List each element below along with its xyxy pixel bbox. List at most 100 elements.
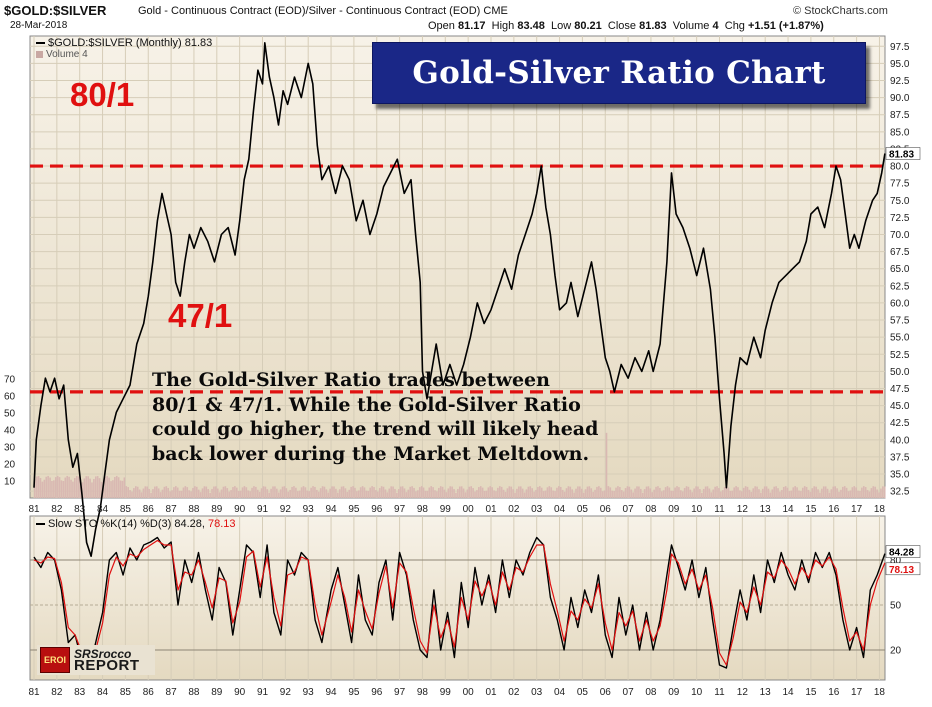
x-tick-label: 87 — [166, 687, 178, 698]
volume-bar — [811, 488, 814, 498]
x-tick-label: 98 — [417, 504, 429, 515]
volume-bar — [68, 476, 70, 498]
volume-bar — [670, 490, 673, 498]
volume-bar — [775, 486, 777, 498]
volume-bar — [283, 486, 286, 498]
y-tick-label: 77.5 — [890, 179, 910, 190]
volume-bar — [554, 491, 556, 498]
volume-bar — [378, 488, 381, 498]
volume-bar — [34, 479, 36, 498]
volume-bar — [296, 491, 299, 498]
volume-bar — [474, 491, 476, 498]
chart-symbol: $GOLD:$SILVER — [4, 3, 107, 18]
volume-bar — [489, 486, 492, 498]
volume-bar — [218, 492, 221, 498]
volume-bar — [93, 479, 95, 498]
volume-bar — [634, 488, 636, 498]
volume-bar — [758, 489, 760, 498]
volume-bar — [580, 488, 583, 498]
volume-bar — [37, 476, 40, 498]
volume-bar — [826, 488, 829, 498]
volume-tick-label: 30 — [4, 443, 16, 454]
volume-bar — [788, 491, 791, 498]
volume-bar — [693, 488, 695, 498]
volume-bar — [822, 486, 825, 498]
volume-bar — [533, 491, 535, 498]
volume-bar — [428, 487, 431, 498]
volume-bar — [647, 486, 650, 498]
sto-tick-label: 20 — [890, 646, 902, 657]
volume-bar — [47, 475, 49, 498]
volume-tick-label: 50 — [4, 409, 16, 420]
volume-bar — [409, 486, 412, 498]
volume-bar — [754, 486, 756, 498]
volume-bar — [348, 489, 351, 498]
volume-bar — [363, 487, 366, 498]
volume-bar — [91, 482, 93, 498]
volume-bar — [792, 487, 795, 498]
volume-bar — [401, 486, 404, 498]
x-tick-label: 93 — [303, 504, 315, 515]
volume-bar — [117, 477, 120, 498]
volume-bar — [403, 488, 406, 498]
volume-bar — [323, 486, 326, 498]
x-tick-label: 13 — [760, 504, 772, 515]
x-tick-label: 85 — [120, 687, 132, 698]
x-tick-label: 01 — [485, 687, 497, 698]
volume-bar — [638, 486, 640, 498]
volume-bar — [573, 492, 575, 498]
x-tick-label: 02 — [508, 504, 520, 515]
volume-bar — [375, 490, 377, 498]
x-tick-label: 97 — [394, 504, 406, 515]
volume-bar — [872, 486, 875, 498]
volume-bar — [262, 486, 265, 498]
volume-bar — [731, 490, 734, 498]
x-tick-label: 94 — [325, 504, 337, 515]
x-tick-label: 10 — [691, 504, 703, 515]
volume-bar — [882, 486, 884, 498]
volume-bar — [773, 486, 776, 498]
volume-bar — [676, 486, 678, 498]
y-tick-label: 55.0 — [890, 333, 910, 344]
x-tick-label: 07 — [623, 687, 635, 698]
volume-bar — [830, 489, 833, 498]
volume-bar — [756, 486, 758, 498]
x-tick-label: 05 — [577, 687, 589, 698]
y-tick-label: 87.5 — [890, 110, 910, 121]
x-tick-label: 15 — [805, 687, 817, 698]
volume-tick-label: 40 — [4, 426, 16, 437]
volume-bar — [58, 477, 61, 498]
x-tick-label: 86 — [143, 687, 155, 698]
volume-bar — [108, 477, 110, 498]
volume-bar — [207, 489, 210, 498]
volume-bar — [369, 487, 372, 498]
volume-bar — [125, 486, 128, 498]
volume-bar — [510, 486, 513, 498]
volume-bar — [94, 476, 97, 498]
volume-bar — [613, 491, 615, 498]
volume-bar — [479, 486, 482, 498]
volume-bar — [497, 487, 499, 498]
volume-bar — [43, 479, 46, 498]
volume-bar — [683, 487, 686, 498]
volume-bar — [439, 486, 442, 498]
x-tick-label: 82 — [51, 687, 63, 698]
volume-bar — [215, 486, 217, 498]
volume-bar — [781, 489, 783, 498]
volume-bar — [451, 486, 453, 498]
volume-bar — [114, 477, 116, 498]
volume-bar — [537, 486, 539, 498]
volume-bar — [293, 486, 295, 498]
volume-bar — [161, 489, 164, 498]
chart-source: © StockCharts.com — [793, 5, 888, 17]
volume-bar — [824, 486, 827, 498]
volume-bar — [491, 487, 493, 498]
volume-bar — [660, 491, 663, 498]
volume-bar — [350, 486, 352, 498]
volume-bar — [96, 476, 99, 498]
volume-bar — [394, 488, 396, 498]
volume-bar — [234, 486, 236, 498]
volume-bar — [140, 492, 143, 498]
volume-bar — [847, 491, 850, 498]
x-tick-label: 10 — [691, 687, 703, 698]
